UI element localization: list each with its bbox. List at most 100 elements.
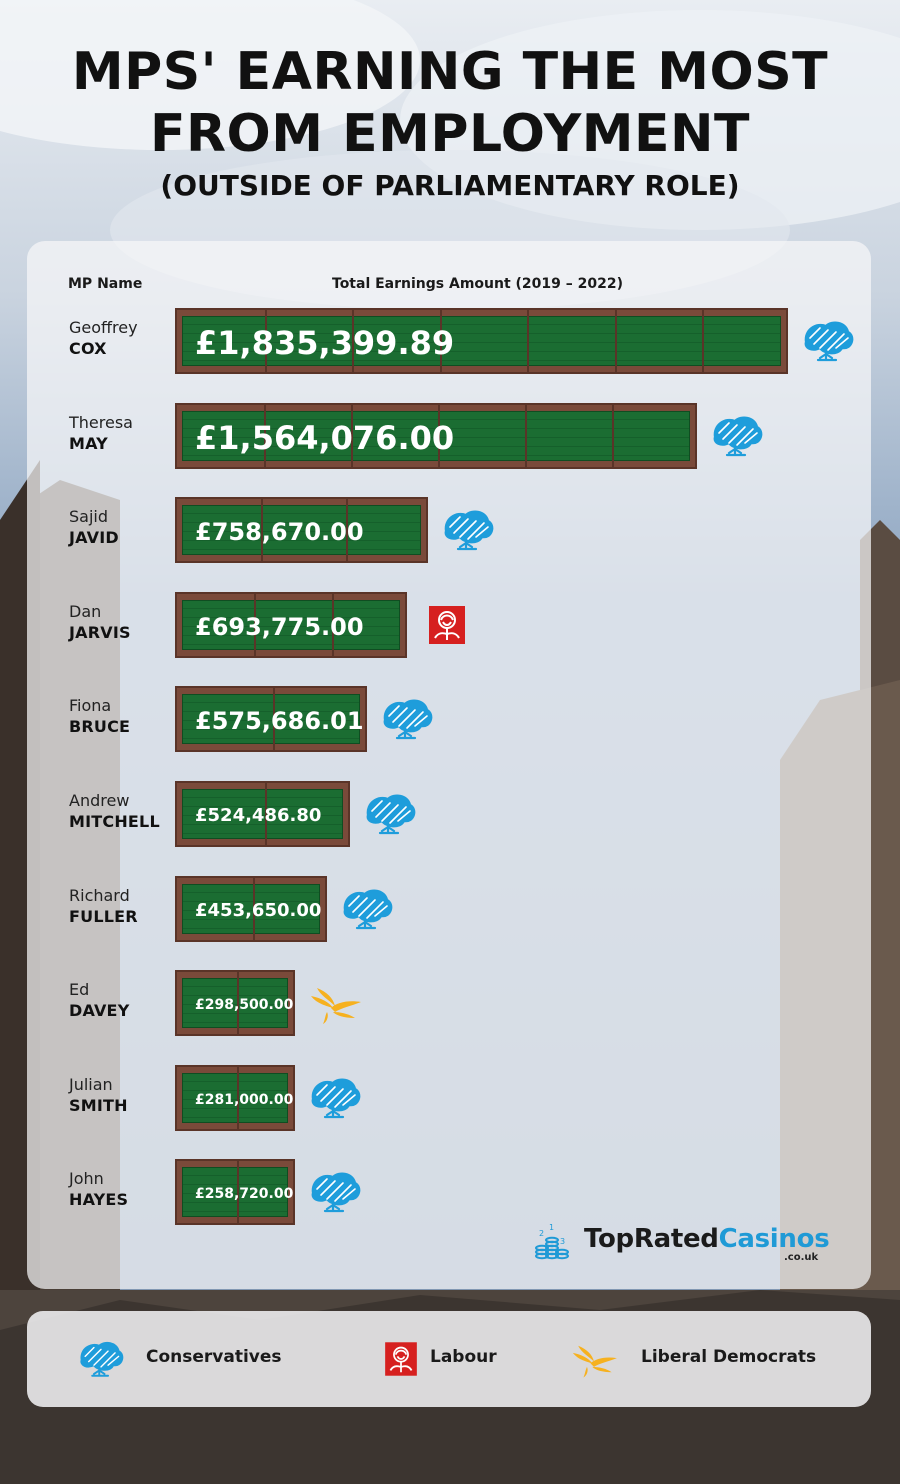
column-header-name: MP Name xyxy=(68,276,143,292)
bar-divider xyxy=(352,310,354,372)
legend-item-liberal-democrats: Liberal Democrats xyxy=(565,1311,865,1407)
brand-domain-suffix: .co.uk xyxy=(784,1252,819,1263)
bar-fill xyxy=(182,1167,288,1217)
column-header-earnings: Total Earnings Amount (2019 – 2022) xyxy=(332,276,624,292)
tree-icon xyxy=(709,411,765,461)
mp-last-name: DAVEY xyxy=(69,1001,130,1020)
bar-value-label: £1,564,076.00 xyxy=(195,419,455,457)
bar-row: Fiona BRUCE £575,686.01 xyxy=(0,686,900,756)
bar-row: John HAYES £258,720.00 xyxy=(0,1159,900,1229)
tree-icon xyxy=(379,694,435,744)
bar-divider xyxy=(254,594,256,656)
earnings-bar: £524,486.80 xyxy=(175,781,350,847)
mp-last-name: MITCHELL xyxy=(69,812,160,831)
bar-divider xyxy=(264,405,266,467)
mp-first-name: Ed xyxy=(69,980,90,999)
bar-value-label: £453,650.00 xyxy=(195,900,322,921)
mp-last-name: FULLER xyxy=(69,907,138,926)
bar-divider xyxy=(265,310,267,372)
mp-first-name: John xyxy=(69,1169,104,1188)
bar-fill xyxy=(182,505,421,555)
legend-label-labour: Labour xyxy=(430,1347,497,1367)
bar-row: Ed DAVEY £298,500.00 xyxy=(0,970,900,1040)
bar-value-label: £1,835,399.89 xyxy=(195,324,455,362)
bar-fill xyxy=(182,978,288,1028)
svg-text:1: 1 xyxy=(549,1223,554,1232)
mp-first-name: Theresa xyxy=(69,413,133,432)
legend-item-labour: Labour xyxy=(372,1311,572,1407)
bar-divider xyxy=(525,405,527,467)
mp-last-name: JARVIS xyxy=(69,623,131,642)
bar-divider xyxy=(351,405,353,467)
bar-divider xyxy=(253,878,255,940)
rose-icon xyxy=(372,1337,430,1381)
bar-value-label: £693,775.00 xyxy=(195,613,364,641)
brand-name: TopRatedCasinos xyxy=(584,1224,830,1254)
bar-divider xyxy=(346,499,348,561)
bird-icon xyxy=(565,1337,623,1381)
tree-icon xyxy=(307,1073,363,1123)
brand-name-part2: Casinos xyxy=(718,1224,830,1254)
brand-logo: 2 1 3 TopRatedCasinos .co.uk xyxy=(530,1222,830,1263)
bar-row: Andrew MITCHELL £524,486.80 xyxy=(0,781,900,851)
coin-stack-icon: 2 1 3 xyxy=(535,1223,569,1260)
bar-fill xyxy=(182,694,360,744)
mp-first-name: Richard xyxy=(69,886,130,905)
tree-icon xyxy=(307,1167,363,1217)
svg-text:3: 3 xyxy=(560,1237,565,1246)
mp-first-name: Geoffrey xyxy=(69,318,138,337)
bar-divider xyxy=(612,405,614,467)
party-legend: Conservatives Labour Liberal Democrats xyxy=(27,1311,871,1407)
bar-divider xyxy=(527,310,529,372)
bar-row: Geoffrey COX £1,835,399.89 xyxy=(0,308,900,378)
bar-value-label: £524,486.80 xyxy=(195,805,322,826)
legend-item-conservatives: Conservatives xyxy=(72,1311,332,1407)
bar-fill xyxy=(182,411,690,461)
bar-divider xyxy=(702,310,704,372)
bar-divider xyxy=(261,499,263,561)
bar-fill xyxy=(182,1073,288,1123)
bar-value-label: £575,686.01 xyxy=(195,707,364,735)
mp-last-name: COX xyxy=(69,339,107,358)
earnings-bar: £1,835,399.89 xyxy=(175,308,788,374)
earnings-bar: £1,564,076.00 xyxy=(175,403,697,469)
tree-icon xyxy=(339,884,395,934)
bar-row: Julian SMITH £281,000.00 xyxy=(0,1065,900,1135)
mp-last-name: BRUCE xyxy=(69,717,131,736)
mp-last-name: HAYES xyxy=(69,1190,129,1209)
tree-icon xyxy=(362,789,418,839)
bar-divider xyxy=(237,972,239,1034)
bar-row: Dan JARVIS £693,775.00 xyxy=(0,592,900,662)
bar-row: Richard FULLER £453,650.00 xyxy=(0,876,900,946)
mp-last-name: MAY xyxy=(69,434,108,453)
earnings-bar: £258,720.00 xyxy=(175,1159,295,1225)
mp-first-name: Andrew xyxy=(69,791,130,810)
legend-label-liberal-democrats: Liberal Democrats xyxy=(641,1347,817,1367)
bar-value-label: £281,000.00 xyxy=(195,1092,294,1108)
bar-row: Sajid JAVID £758,670.00 xyxy=(0,497,900,567)
earnings-bar: £758,670.00 xyxy=(175,497,428,563)
bar-divider xyxy=(440,310,442,372)
bar-divider xyxy=(332,594,334,656)
earnings-bar: £298,500.00 xyxy=(175,970,295,1036)
tree-icon xyxy=(72,1337,130,1381)
brand-name-part1: TopRated xyxy=(584,1224,719,1254)
page-title-line-2: FROM EMPLOYMENT xyxy=(149,104,751,164)
bird-icon xyxy=(307,978,363,1028)
mp-first-name: Sajid xyxy=(69,507,109,526)
mp-last-name: JAVID xyxy=(69,528,119,547)
mp-last-name: SMITH xyxy=(69,1096,128,1115)
bar-divider xyxy=(237,1161,239,1223)
earnings-bar: £693,775.00 xyxy=(175,592,407,658)
bar-row: Theresa MAY £1,564,076.00 xyxy=(0,403,900,473)
bar-fill xyxy=(182,789,343,839)
rose-icon xyxy=(419,600,475,650)
mp-first-name: Dan xyxy=(69,602,102,621)
bar-value-label: £258,720.00 xyxy=(195,1186,294,1202)
mp-first-name: Julian xyxy=(69,1075,113,1094)
earnings-bar: £453,650.00 xyxy=(175,876,327,942)
tree-icon xyxy=(800,316,856,366)
bar-divider xyxy=(237,1067,239,1129)
earnings-bar: £281,000.00 xyxy=(175,1065,295,1131)
mp-first-name: Fiona xyxy=(69,696,112,715)
